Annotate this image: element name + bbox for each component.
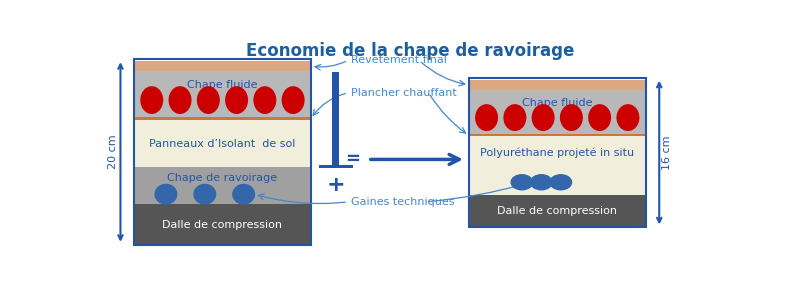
Bar [134, 61, 310, 71]
Ellipse shape [532, 104, 554, 131]
Ellipse shape [617, 104, 639, 131]
Ellipse shape [550, 174, 572, 191]
Bar [134, 204, 310, 245]
Text: Chape fluide: Chape fluide [522, 98, 593, 108]
Text: Polyuréthane projeté in situ: Polyuréthane projeté in situ [480, 148, 634, 158]
Text: Panneaux d’Isolant  de sol: Panneaux d’Isolant de sol [150, 139, 296, 149]
Ellipse shape [232, 184, 255, 205]
Ellipse shape [503, 104, 526, 131]
Bar [318, 166, 353, 168]
Text: Chape de ravoirage: Chape de ravoirage [167, 173, 278, 183]
Ellipse shape [169, 86, 191, 114]
Text: Economie de la chape de ravoirage: Economie de la chape de ravoirage [246, 42, 574, 60]
Text: Chape fluide: Chape fluide [187, 80, 258, 90]
Text: Plancher chauffant: Plancher chauffant [351, 88, 457, 98]
Bar [134, 71, 310, 118]
Text: 16 cm: 16 cm [662, 135, 672, 170]
Text: 20 cm: 20 cm [108, 135, 118, 169]
Bar [469, 90, 646, 135]
Text: Dalle de compression: Dalle de compression [162, 219, 282, 229]
Ellipse shape [254, 86, 276, 114]
Ellipse shape [140, 86, 163, 114]
Bar [469, 78, 646, 227]
Text: Revêtement final: Revêtement final [351, 55, 447, 65]
Text: +: + [326, 175, 345, 195]
Ellipse shape [282, 86, 305, 114]
Bar [332, 72, 339, 167]
Bar [134, 120, 310, 168]
Ellipse shape [475, 104, 498, 131]
Ellipse shape [530, 174, 553, 191]
Bar [469, 136, 646, 195]
Ellipse shape [225, 86, 248, 114]
Ellipse shape [197, 86, 220, 114]
Ellipse shape [560, 104, 583, 131]
Bar [134, 117, 310, 120]
Text: Dalle de compression: Dalle de compression [498, 206, 618, 216]
Bar [469, 134, 646, 137]
Bar [469, 80, 646, 90]
Bar [134, 167, 310, 205]
Bar [134, 59, 310, 245]
Text: Gaines techniques: Gaines techniques [351, 197, 454, 207]
Ellipse shape [194, 184, 216, 205]
Ellipse shape [588, 104, 611, 131]
Ellipse shape [154, 184, 178, 205]
Text: =: = [345, 150, 360, 169]
Bar [469, 195, 646, 227]
Ellipse shape [510, 174, 534, 191]
